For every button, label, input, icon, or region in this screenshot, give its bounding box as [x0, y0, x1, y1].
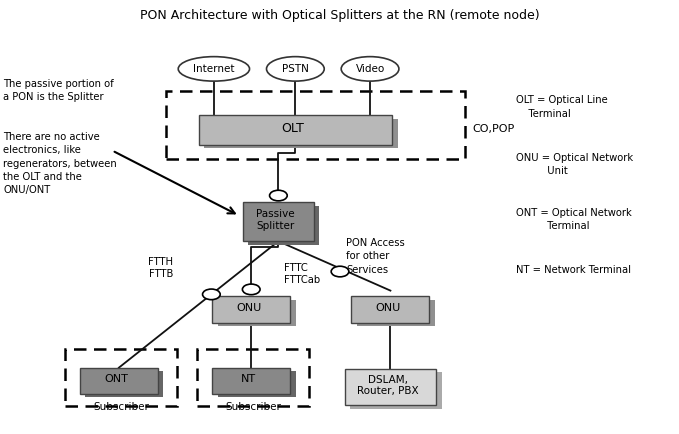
FancyBboxPatch shape: [243, 203, 314, 241]
FancyBboxPatch shape: [352, 296, 429, 323]
Text: PSTN: PSTN: [282, 64, 309, 74]
FancyBboxPatch shape: [212, 296, 290, 323]
Text: FTTC
FTTCab: FTTC FTTCab: [284, 263, 320, 285]
FancyBboxPatch shape: [212, 368, 290, 394]
Text: Video: Video: [355, 64, 385, 74]
Ellipse shape: [178, 56, 250, 81]
Title: PON Architecture with Optical Splitters at the RN (remote node): PON Architecture with Optical Splitters …: [140, 9, 539, 22]
Text: ONU: ONU: [236, 303, 261, 313]
Text: Passive
Splitter: Passive Splitter: [257, 210, 295, 231]
Circle shape: [242, 284, 260, 295]
FancyBboxPatch shape: [204, 118, 397, 148]
FancyBboxPatch shape: [344, 369, 436, 405]
FancyBboxPatch shape: [86, 371, 163, 398]
FancyBboxPatch shape: [357, 299, 435, 326]
FancyBboxPatch shape: [198, 115, 392, 145]
FancyBboxPatch shape: [80, 368, 158, 394]
FancyBboxPatch shape: [217, 299, 296, 326]
Text: PON Access
for other
Services: PON Access for other Services: [346, 238, 405, 275]
Text: The passive portion of
a PON is the Splitter: The passive portion of a PON is the Spli…: [3, 79, 114, 102]
Text: ONU: ONU: [375, 303, 401, 313]
Ellipse shape: [341, 56, 399, 81]
FancyBboxPatch shape: [217, 371, 296, 398]
Text: ONT = Optical Network
          Terminal: ONT = Optical Network Terminal: [516, 207, 631, 231]
Text: DSLAM,
Router, PBX: DSLAM, Router, PBX: [357, 375, 418, 396]
Text: Internet: Internet: [193, 64, 235, 74]
Text: CO,POP: CO,POP: [472, 124, 514, 134]
Text: FTTH
FTTB: FTTH FTTB: [148, 256, 173, 279]
FancyBboxPatch shape: [350, 372, 441, 409]
Text: NT = Network Terminal: NT = Network Terminal: [516, 265, 631, 275]
FancyBboxPatch shape: [249, 206, 319, 244]
Circle shape: [202, 289, 220, 299]
Circle shape: [270, 190, 287, 201]
Text: OLT: OLT: [281, 122, 304, 135]
Text: There are no active
electronics, like
regenerators, between
the OLT and the
ONU/: There are no active electronics, like re…: [3, 132, 117, 195]
Text: Subscriber: Subscriber: [225, 401, 281, 411]
Text: OLT = Optical Line
    Terminal: OLT = Optical Line Terminal: [516, 95, 608, 118]
Text: NT: NT: [241, 375, 256, 385]
Ellipse shape: [266, 56, 325, 81]
Circle shape: [331, 266, 349, 277]
Text: ONU = Optical Network
          Unit: ONU = Optical Network Unit: [516, 152, 633, 176]
Text: Subscriber: Subscriber: [93, 401, 149, 411]
Text: ONT: ONT: [104, 375, 128, 385]
